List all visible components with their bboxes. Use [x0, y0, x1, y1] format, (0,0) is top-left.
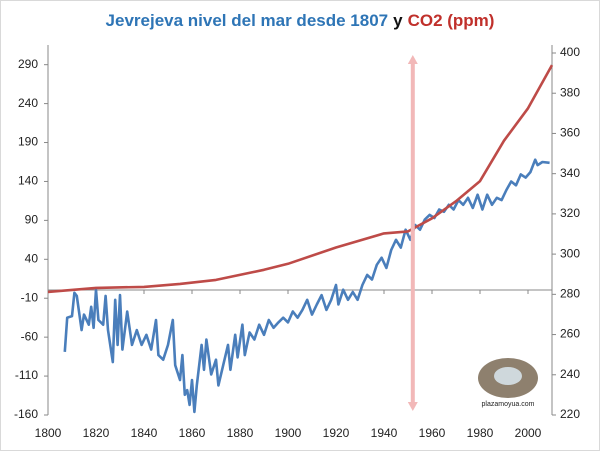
x-tick-label: 1860 — [179, 426, 206, 440]
x-tick-label: 1960 — [419, 426, 446, 440]
y2-tick-label: 260 — [560, 327, 580, 341]
x-tick-label: 1820 — [83, 426, 110, 440]
y2-tick-label: 220 — [560, 407, 580, 421]
arrow-head — [407, 55, 418, 64]
y-tick-label: 40 — [25, 251, 39, 265]
chart-title: Jevrejeva nivel del mar desde 1807 y CO2 (… — [106, 11, 495, 30]
watermark: plazamoyua.com — [482, 401, 535, 408]
y2-tick-label: 280 — [560, 287, 580, 301]
x-tick-label: 1980 — [467, 426, 494, 440]
y-tick-label: -110 — [15, 368, 38, 382]
x-tick-label: 2000 — [515, 426, 542, 440]
x-tick-label: 1840 — [131, 426, 158, 440]
arrow-head — [407, 402, 418, 411]
y-tick-label: -10 — [21, 290, 39, 304]
y2-tick-label: 380 — [560, 85, 580, 99]
logo-inner — [494, 367, 522, 385]
y2-tick-label: 300 — [560, 246, 580, 260]
y-tick-label: 290 — [18, 57, 38, 71]
y-tick-label: 90 — [25, 213, 39, 227]
x-tick-label: 1880 — [227, 426, 254, 440]
title-part: CO2 (ppm) — [408, 11, 495, 30]
y-tick-label: 240 — [18, 96, 38, 110]
y2-tick-label: 360 — [560, 126, 580, 140]
x-tick-label: 1900 — [275, 426, 302, 440]
y2-tick-label: 340 — [560, 166, 580, 180]
y2-tick-label: 400 — [560, 45, 580, 59]
y-tick-label: -160 — [14, 407, 38, 421]
data-line — [47, 64, 554, 294]
x-tick-label: 1940 — [371, 426, 398, 440]
y2-tick-label: 240 — [560, 367, 580, 381]
y-tick-label: 140 — [18, 174, 38, 188]
y-tick-label: -60 — [21, 329, 39, 343]
title-part: y — [393, 11, 403, 30]
data-line — [63, 158, 550, 414]
title-part: Jevrejeva nivel del mar desde 1807 — [106, 11, 389, 30]
x-tick-label: 1920 — [323, 426, 350, 440]
y-tick-label: 190 — [18, 135, 38, 149]
y2-tick-label: 320 — [560, 206, 580, 220]
x-tick-label: 1800 — [35, 426, 62, 440]
